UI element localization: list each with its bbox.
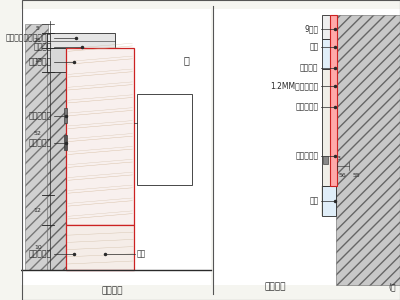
Text: 0.6mm木皮: 0.6mm木皮 [148, 94, 181, 101]
Bar [137, 94, 192, 184]
Text: 实木指接门芯: 实木指接门芯 [152, 148, 177, 155]
Bar [66, 48, 134, 225]
Bar [47, 48, 85, 72]
Text: 18: 18 [34, 58, 42, 62]
Bar [47, 72, 66, 270]
Bar [322, 186, 336, 216]
Text: 防火材料: 防火材料 [156, 130, 173, 137]
Text: 防撞密封条: 防撞密封条 [29, 111, 52, 120]
Text: 健身中心: 健身中心 [264, 282, 286, 291]
Text: 56: 56 [339, 173, 347, 178]
Text: 25: 25 [34, 38, 42, 43]
Text: 5: 5 [36, 26, 40, 31]
Text: 防撞密封条: 防撞密封条 [296, 152, 319, 160]
Text: 内部构造其他标段深化: 内部构造其他标段深化 [6, 33, 52, 42]
Text: 55: 55 [352, 173, 360, 178]
Text: 健身中心: 健身中心 [102, 286, 123, 296]
Text: 3: 3 [337, 157, 341, 161]
Text: 52: 52 [34, 131, 42, 136]
Bar [322, 39, 336, 69]
Text: 10: 10 [34, 245, 42, 250]
Bar [66, 225, 134, 270]
Text: 外: 外 [183, 55, 189, 65]
Text: 原建筑结构: 原建筑结构 [29, 57, 52, 66]
Bar [22, 9, 211, 285]
Text: 12: 12 [34, 208, 42, 212]
Bar [323, 156, 328, 164]
Bar [330, 15, 337, 186]
Text: 成品门套: 成品门套 [33, 42, 52, 51]
Bar [47, 33, 115, 48]
Text: 1.2MM拉丝不锈钢: 1.2MM拉丝不锈钢 [270, 81, 319, 90]
Bar [322, 69, 336, 186]
Text: 9mm中密度板: 9mm中密度板 [147, 112, 182, 119]
Bar [213, 9, 400, 285]
Bar [336, 15, 400, 285]
Text: 防火门框: 防火门框 [300, 63, 319, 72]
Bar [322, 186, 336, 216]
Bar [64, 108, 67, 123]
Text: (做防火防腐处理): (做防火防腐处理) [147, 166, 182, 173]
Text: 平开门合页: 平开门合页 [29, 249, 52, 258]
Bar [25, 24, 48, 270]
Text: 镜子: 镜子 [137, 249, 146, 258]
Bar [64, 135, 67, 150]
Text: 防火防烟条: 防火防烟条 [29, 138, 52, 147]
Bar [322, 15, 336, 39]
Text: 镜子: 镜子 [309, 42, 319, 51]
Text: 防火防烟条: 防火防烟条 [296, 102, 319, 111]
Text: 9厘板: 9厘板 [304, 24, 319, 33]
Text: 镜子: 镜子 [309, 196, 319, 206]
Text: (估: (估 [388, 282, 396, 291]
